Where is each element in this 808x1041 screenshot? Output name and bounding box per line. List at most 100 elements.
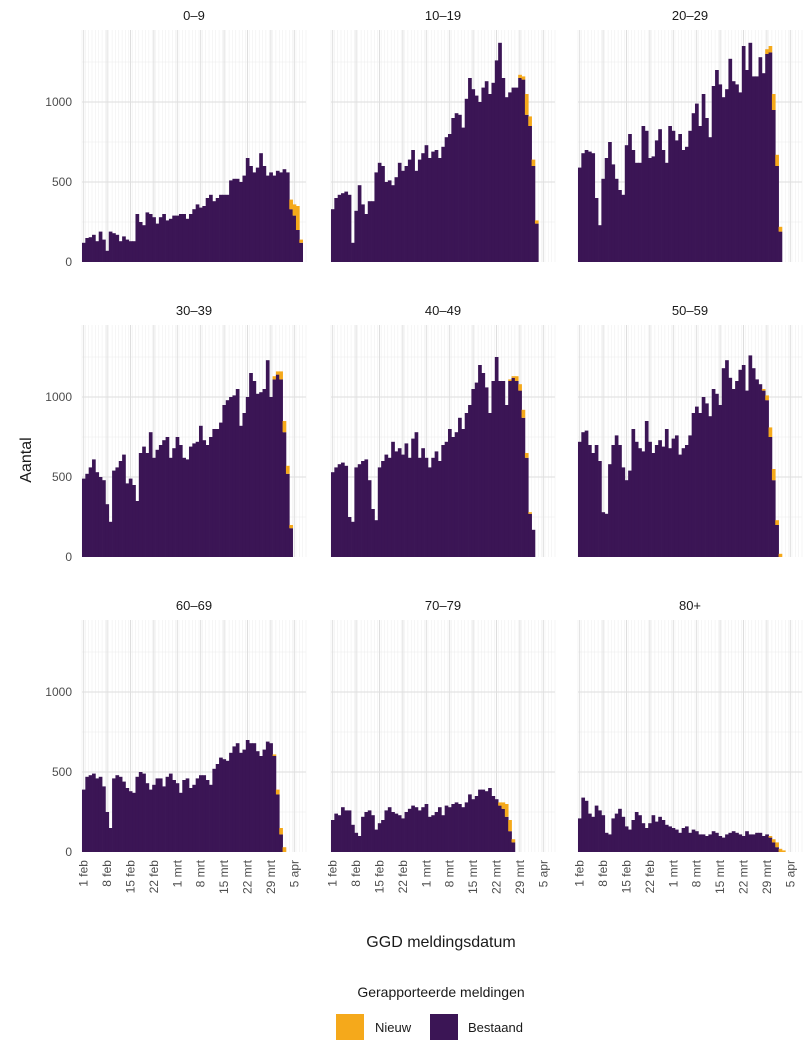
bar-bestaand — [521, 417, 526, 557]
bar-bestaand — [337, 464, 342, 557]
bar-nieuw — [504, 804, 509, 817]
bar-bestaand — [417, 159, 422, 262]
bar-bestaand — [364, 214, 369, 262]
bar-bestaand — [118, 461, 123, 557]
bar-bestaand — [185, 778, 190, 852]
bar-bestaand — [474, 382, 479, 557]
facet-panel: 30–39 — [81, 303, 307, 557]
bar-bestaand — [384, 182, 389, 262]
bar-bestaand — [122, 454, 126, 557]
y-tick-label: 500 — [52, 470, 72, 484]
bar-bestaand — [728, 832, 733, 852]
bar-bestaand — [202, 206, 207, 262]
bar-nieuw — [768, 427, 773, 437]
bar-bestaand — [199, 775, 203, 852]
bar-bestaand — [265, 360, 270, 557]
bar-bestaand — [481, 789, 486, 852]
bar-bestaand — [601, 815, 606, 852]
bar-bestaand — [674, 140, 679, 262]
bar-bestaand — [437, 158, 442, 262]
bar-bestaand — [621, 816, 626, 852]
bar-bestaand — [427, 816, 432, 852]
bar-bestaand — [162, 786, 166, 852]
bar-bestaand — [504, 97, 509, 262]
y-tick-label: 1000 — [45, 390, 72, 404]
bar-bestaand — [212, 201, 217, 262]
bar-bestaand — [222, 759, 227, 852]
bar-bestaand — [122, 781, 126, 852]
bar-bestaand — [205, 445, 210, 557]
bar-bestaand — [259, 756, 263, 852]
bar-bestaand — [618, 445, 622, 557]
bar-nieuw — [272, 754, 277, 756]
bar-bestaand — [468, 78, 472, 262]
bar-bestaand — [219, 422, 223, 557]
bar-bestaand — [364, 459, 369, 557]
y-tick-label: 0 — [65, 550, 72, 564]
facet-title: 40–49 — [425, 303, 461, 318]
bar-bestaand — [152, 784, 156, 852]
bar-bestaand — [668, 126, 672, 262]
bar-nieuw — [771, 839, 776, 843]
bar-bestaand — [272, 756, 277, 852]
bar-bestaand — [407, 808, 412, 852]
bar-bestaand — [524, 114, 529, 262]
bar-bestaand — [491, 381, 496, 557]
bar-bestaand — [361, 816, 365, 852]
bar-bestaand — [718, 405, 723, 557]
bar-bestaand — [748, 42, 753, 262]
bar-bestaand — [741, 365, 746, 557]
bar-bestaand — [775, 847, 779, 852]
bar-bestaand — [285, 473, 290, 557]
bar-bestaand — [501, 381, 506, 557]
bar-bestaand — [341, 807, 345, 852]
facet-title: 60–69 — [176, 598, 212, 613]
bar-bestaand — [761, 390, 766, 557]
bar-bestaand — [394, 451, 399, 557]
bar-bestaand — [364, 812, 369, 852]
bar-bestaand — [658, 440, 662, 557]
bar-bestaand — [474, 796, 479, 852]
bar-bestaand — [122, 236, 126, 262]
bar-bestaand — [367, 810, 372, 852]
bar-bestaand — [651, 156, 656, 262]
x-tick-label: 22 mrt — [240, 859, 254, 894]
x-tick-label: 1 feb — [573, 860, 587, 887]
bar-nieuw — [511, 376, 516, 378]
bar-bestaand — [132, 241, 136, 262]
bar-bestaand — [95, 778, 100, 852]
bar-bestaand — [501, 808, 506, 852]
x-tick-label: 29 mrt — [513, 859, 527, 894]
bar-bestaand — [225, 760, 230, 852]
bar-bestaand — [478, 365, 482, 557]
bar-nieuw — [514, 376, 519, 381]
bar-bestaand — [534, 223, 539, 262]
bar-bestaand — [695, 103, 699, 262]
bar-bestaand — [108, 828, 113, 852]
bar-bestaand — [584, 800, 589, 852]
bar-bestaand — [102, 480, 106, 557]
legend-label-nieuw: Nieuw — [375, 1020, 412, 1035]
bar-bestaand — [391, 441, 395, 557]
x-tick-label: 5 apr — [783, 860, 797, 887]
bar-bestaand — [367, 480, 372, 557]
bar-nieuw — [531, 159, 536, 166]
bar-bestaand — [158, 778, 163, 852]
bar-bestaand — [591, 153, 596, 262]
bar-bestaand — [235, 389, 240, 557]
bar-bestaand — [695, 831, 699, 852]
bar-bestaand — [242, 749, 247, 852]
bar-bestaand — [608, 142, 612, 262]
bar-bestaand — [92, 459, 96, 557]
bar-bestaand — [219, 757, 223, 852]
bar-bestaand — [112, 470, 116, 557]
bar-bestaand — [387, 457, 392, 557]
bar-nieuw — [521, 76, 526, 80]
bar-bestaand — [518, 390, 522, 557]
bar-bestaand — [745, 831, 749, 852]
bar-bestaand — [421, 448, 425, 557]
bar-bestaand — [285, 172, 290, 262]
bar-bestaand — [132, 485, 136, 557]
bar-bestaand — [337, 194, 342, 262]
x-tick-label: 1 feb — [326, 860, 340, 887]
